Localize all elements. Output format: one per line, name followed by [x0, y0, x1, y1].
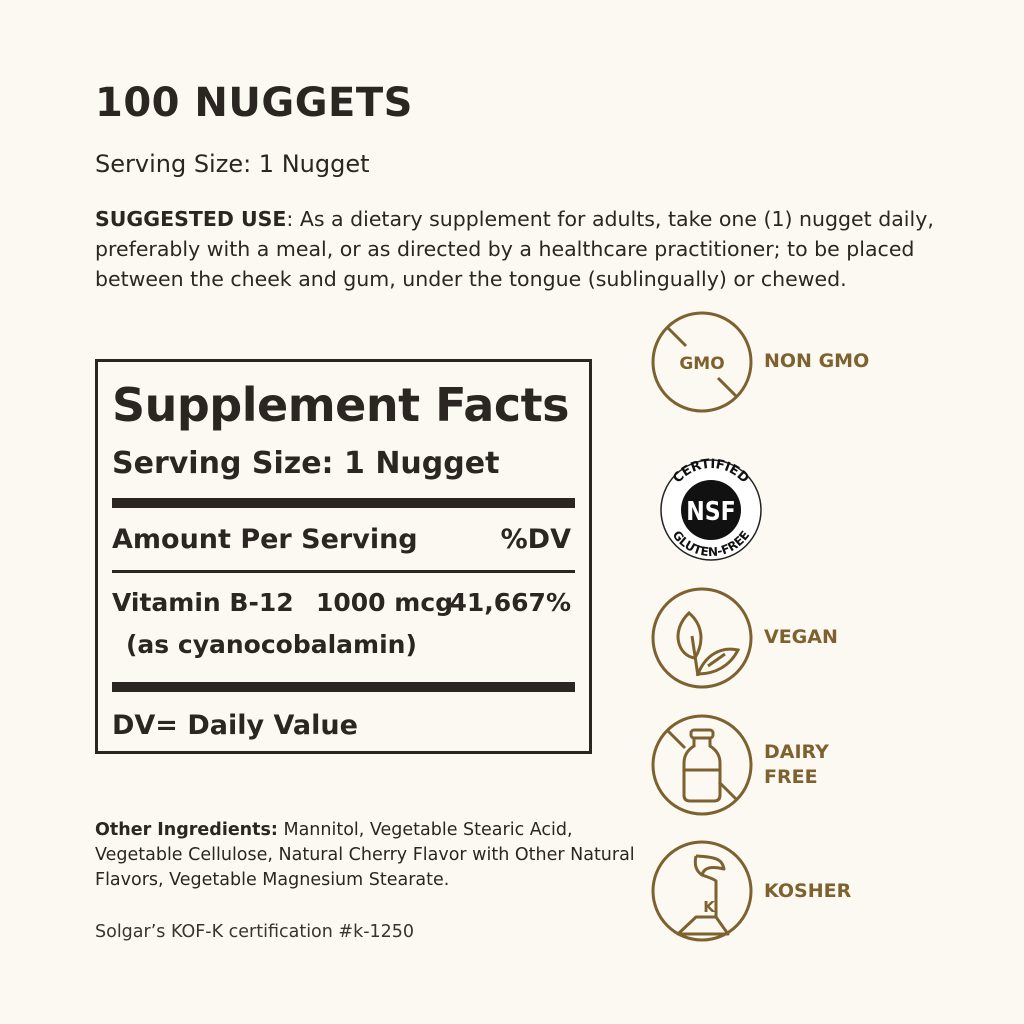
- dairy-label-line1: DAIRY: [764, 741, 829, 763]
- dv-footnote: DV= Daily Value: [112, 710, 358, 741]
- nutrient-dv: 41,667%: [449, 588, 571, 617]
- other-ingredients-text: Mannitol, Vegetable Stearic Acid, Vegeta…: [95, 820, 635, 890]
- facts-title: Supplement Facts: [112, 378, 570, 432]
- seal-center-text: NSF: [686, 496, 735, 526]
- amount-per-serving-header: Amount Per Serving: [112, 524, 418, 555]
- badge-vegan: VEGAN: [764, 626, 838, 648]
- kosher-k-icon: K: [651, 840, 753, 942]
- milk-bottle-crossed-icon: [651, 714, 753, 816]
- gmo-crossed-icon: GMO: [651, 311, 753, 413]
- nsf-gluten-free-seal: CERTIFIED NSF GLUTEN-FREE: [660, 458, 762, 561]
- nutrient-name: Vitamin B-12: [112, 588, 294, 617]
- kosher-icon-text: K: [703, 898, 716, 916]
- thin-divider: [112, 570, 575, 573]
- thick-divider: [112, 682, 575, 692]
- suggested-use-label: SUGGESTED USE: [95, 207, 287, 231]
- product-count-title: 100 NUGGETS: [95, 80, 413, 126]
- supplement-facts-panel: Supplement Facts Serving Size: 1 Nugget …: [95, 359, 592, 754]
- gmo-icon-text: GMO: [679, 354, 724, 374]
- facts-serving-size: Serving Size: 1 Nugget: [112, 446, 500, 481]
- other-ingredients: Other Ingredients: Mannitol, Vegetable S…: [95, 818, 635, 893]
- nutrient-amount: 1000 mcg: [316, 588, 454, 617]
- dv-header: %DV: [500, 524, 571, 555]
- leaf-icon: [651, 587, 753, 689]
- badge-non-gmo: NON GMO: [764, 350, 870, 372]
- badge-kosher: KOSHER: [764, 880, 852, 902]
- suggested-use-text: : As a dietary supplement for adults, ta…: [95, 207, 934, 291]
- serving-size: Serving Size: 1 Nugget: [95, 150, 370, 178]
- other-ingredients-label: Other Ingredients:: [95, 820, 278, 840]
- thick-divider: [112, 498, 575, 508]
- badge-dairy-free: DAIRY FREE: [764, 740, 829, 790]
- dairy-label-line2: FREE: [764, 766, 818, 788]
- nutrient-source: (as cyanocobalamin): [126, 630, 417, 659]
- certification-note: Solgar’s KOF-K certification #k-1250: [95, 922, 415, 942]
- suggested-use: SUGGESTED USE: As a dietary supplement f…: [95, 204, 935, 294]
